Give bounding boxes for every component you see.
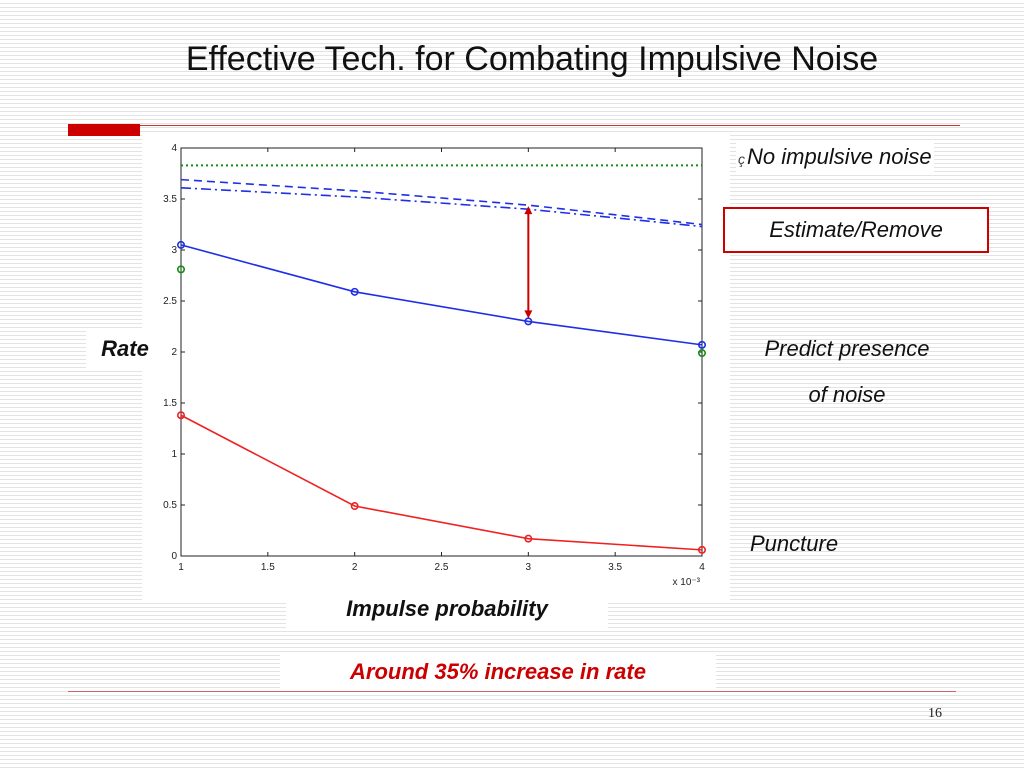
series-line-4 xyxy=(180,414,703,551)
series-point-5 xyxy=(176,265,185,274)
x-tick-label: 2.5 xyxy=(435,562,449,573)
x-tick-label: 3.5 xyxy=(608,562,622,573)
title-accent-bar xyxy=(68,124,140,136)
x-axis-label: Impulse probability xyxy=(286,589,608,629)
legend-predict-line2: of noise xyxy=(808,382,886,407)
x-tick-label: 3 xyxy=(526,562,532,573)
y-tick-label: 2.5 xyxy=(163,296,177,307)
y-tick-label: 0 xyxy=(171,551,177,562)
footer-rule xyxy=(68,691,956,692)
x-tick-label: 1.5 xyxy=(261,562,275,573)
x-tick-label: 2 xyxy=(352,562,358,573)
series-point-3 xyxy=(176,240,185,249)
axes: 0 0.5 1 1.5 2 2.5 3 3.5 4 1 1.5 2 2.5 3 3.5 4 x 10⁻³ xyxy=(163,143,705,588)
legend-no-impulsive-noise: çNo impulsive noise xyxy=(736,143,934,173)
annotation-group xyxy=(524,206,533,319)
series-point-4 xyxy=(524,534,533,543)
y-axis-label: Rate xyxy=(86,330,164,368)
series-point-4 xyxy=(697,545,706,554)
page-number: 16 xyxy=(928,706,942,721)
y-tick-label: 3.5 xyxy=(163,194,177,205)
series-point-4 xyxy=(176,411,185,420)
rate-increase-note: Around 35% increase in rate xyxy=(280,652,716,692)
series-point-3 xyxy=(697,340,706,349)
y-tick-label: 0.5 xyxy=(163,500,177,511)
series-point-5 xyxy=(697,349,706,358)
series-line-1 xyxy=(180,178,703,226)
bullet-marker-icon: ç xyxy=(738,151,745,167)
x-tick-label: 4 xyxy=(699,562,705,573)
x-tick-label: 1 xyxy=(178,562,184,573)
legend-estimate-remove: Estimate/Remove xyxy=(723,207,989,253)
legend-predict-line1: Predict presence xyxy=(764,336,930,361)
legend-puncture: Puncture xyxy=(750,531,839,556)
y-tick-label: 4 xyxy=(171,143,177,154)
series-line-3 xyxy=(180,244,703,346)
legend-no-impulsive-noise-text: No impulsive noise xyxy=(747,144,932,169)
rate-gap-arrow-head-up xyxy=(524,206,533,215)
legend-predict-presence: Predict presence of noise xyxy=(732,326,962,418)
y-tick-label: 3 xyxy=(171,245,177,256)
rate-gap-arrow-head-down xyxy=(524,310,533,319)
series-group xyxy=(176,164,706,554)
plot-frame xyxy=(180,147,703,557)
chart-panel xyxy=(142,134,730,600)
series-line-2 xyxy=(180,186,703,228)
series-point-3 xyxy=(350,287,359,296)
series-point-4 xyxy=(350,502,359,511)
x-axis-exponent: x 10⁻³ xyxy=(672,577,700,588)
title-rule xyxy=(140,125,960,126)
slide-title: Effective Tech. for Combating Impulsive … xyxy=(185,40,879,78)
y-tick-label: 1.5 xyxy=(163,398,177,409)
y-tick-label: 1 xyxy=(171,449,177,460)
y-tick-label: 2 xyxy=(171,347,177,358)
line-chart: 0 0.5 1 1.5 2 2.5 3 3.5 4 1 1.5 2 2.5 3 3.5 4 x 10⁻³ xyxy=(163,143,706,588)
